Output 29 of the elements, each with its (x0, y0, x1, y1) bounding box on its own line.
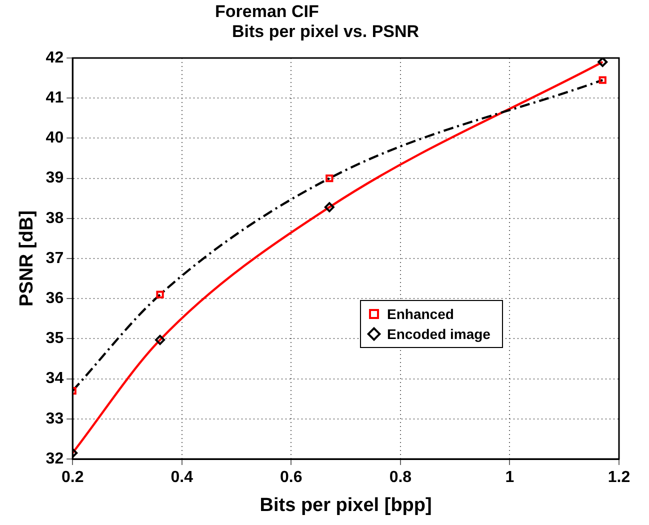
y-tick-label: 39 (46, 170, 64, 187)
x-tick-label: 1.2 (608, 469, 630, 486)
legend-label: Enhanced (387, 305, 454, 324)
point (324, 202, 334, 212)
y-tick-label: 38 (46, 210, 64, 227)
y-tick-label: 42 (46, 49, 64, 66)
point (156, 290, 164, 298)
point (326, 174, 334, 182)
legend-label: Encoded image (387, 325, 490, 344)
x-tick-label: 0.4 (170, 469, 194, 486)
y-axis-title: PSNR [dB] (16, 210, 38, 307)
y-tick-label: 41 (46, 90, 64, 107)
y-tick-label: 35 (46, 330, 64, 348)
chart-subtitle: Bits per pixel vs. PSNR (232, 22, 420, 42)
y-tick-label: 40 (46, 130, 64, 147)
x-tick-label: 0.8 (389, 469, 412, 486)
point (598, 58, 608, 68)
point (598, 76, 606, 84)
y-tick-label: 36 (46, 290, 64, 308)
y-tick-label: 37 (46, 250, 64, 267)
y-tick-label: 32 (46, 450, 64, 468)
point (155, 334, 166, 345)
x-tick-label: 1 (505, 469, 514, 486)
x-axis-title: Bits per pixel [bpp] (260, 494, 432, 516)
chart-title: Foreman CIF (215, 2, 319, 22)
y-tick-label: 33 (46, 410, 64, 428)
y-tick-label: 34 (46, 370, 64, 388)
x-tick-label: 0.6 (280, 469, 302, 486)
x-tick-label: 0.2 (61, 469, 84, 486)
